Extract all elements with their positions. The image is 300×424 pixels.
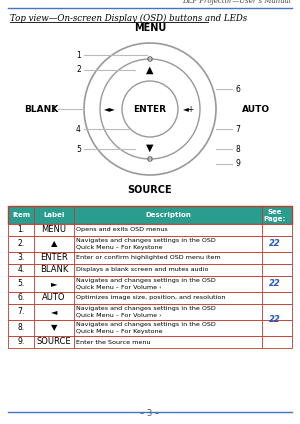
Text: BLANK: BLANK xyxy=(40,265,68,274)
FancyBboxPatch shape xyxy=(8,304,292,320)
Text: Opens and exits OSD menus: Opens and exits OSD menus xyxy=(76,228,168,232)
Text: 1: 1 xyxy=(76,50,81,59)
Text: 5: 5 xyxy=(76,145,81,153)
Text: 3.: 3. xyxy=(17,254,25,262)
Text: Label: Label xyxy=(43,212,65,218)
Text: ▼: ▼ xyxy=(146,143,154,153)
Text: ▲: ▲ xyxy=(146,65,154,75)
Text: 2.: 2. xyxy=(17,240,25,248)
Text: 22: 22 xyxy=(269,279,281,288)
Text: 5.: 5. xyxy=(17,279,25,288)
Text: 2: 2 xyxy=(76,65,81,75)
FancyBboxPatch shape xyxy=(8,224,292,236)
Text: Optimizes image size, position, and resolution: Optimizes image size, position, and reso… xyxy=(76,296,226,301)
Text: Navigates and changes settings in the OSD
Quick Menu – For Volume ›: Navigates and changes settings in the OS… xyxy=(76,307,216,318)
Text: 22: 22 xyxy=(269,315,281,324)
Text: MENU: MENU xyxy=(41,226,67,234)
Text: 22: 22 xyxy=(269,240,281,248)
FancyBboxPatch shape xyxy=(8,206,292,224)
Text: 7.: 7. xyxy=(17,307,25,316)
Text: Navigates and changes settings in the OSD
Quick Menu – For Keystone: Navigates and changes settings in the OS… xyxy=(76,322,216,334)
Text: See
Page:: See Page: xyxy=(264,209,286,221)
Text: – 3 –: – 3 – xyxy=(140,409,160,418)
FancyBboxPatch shape xyxy=(8,320,292,336)
Text: ENTER: ENTER xyxy=(40,254,68,262)
Text: ◄►: ◄► xyxy=(104,104,116,114)
Text: Displays a blank screen and mutes audio: Displays a blank screen and mutes audio xyxy=(76,268,208,273)
Text: 1.: 1. xyxy=(17,226,25,234)
Text: 6.: 6. xyxy=(17,293,25,302)
Text: ◄: ◄ xyxy=(51,307,57,316)
Text: SOURCE: SOURCE xyxy=(128,185,172,195)
Text: DLP Projector—User’s Manual: DLP Projector—User’s Manual xyxy=(182,0,291,5)
Text: SOURCE: SOURCE xyxy=(37,338,71,346)
Text: ►: ► xyxy=(51,279,57,288)
FancyBboxPatch shape xyxy=(8,236,292,252)
Text: Navigates and changes settings in the OSD
Quick Menu – For Keystone: Navigates and changes settings in the OS… xyxy=(76,238,216,250)
Text: 4.: 4. xyxy=(17,265,25,274)
Text: AUTO: AUTO xyxy=(42,293,66,302)
FancyBboxPatch shape xyxy=(8,292,292,304)
Text: ▲: ▲ xyxy=(51,240,57,248)
Text: 9: 9 xyxy=(235,159,240,168)
Text: 9.: 9. xyxy=(17,338,25,346)
Text: Item: Item xyxy=(12,212,30,218)
Text: MENU: MENU xyxy=(134,23,166,33)
FancyBboxPatch shape xyxy=(8,264,292,276)
Text: 4: 4 xyxy=(76,125,81,134)
Text: 8: 8 xyxy=(235,145,240,153)
Text: 3: 3 xyxy=(50,104,55,114)
FancyBboxPatch shape xyxy=(8,336,292,348)
Text: Navigates and changes settings in the OSD
Quick Menu – For Volume ‹: Navigates and changes settings in the OS… xyxy=(76,279,216,290)
Text: Description: Description xyxy=(145,212,191,218)
Text: AUTO: AUTO xyxy=(242,104,270,114)
FancyBboxPatch shape xyxy=(8,252,292,264)
Text: Enter or confirm highlighted OSD menu item: Enter or confirm highlighted OSD menu it… xyxy=(76,256,220,260)
Text: Top view—On-screen Display (OSD) buttons and LEDs: Top view—On-screen Display (OSD) buttons… xyxy=(10,14,247,23)
FancyBboxPatch shape xyxy=(8,276,292,292)
Text: 7: 7 xyxy=(235,125,240,134)
Text: 6: 6 xyxy=(235,84,240,94)
Text: Enter the Source menu: Enter the Source menu xyxy=(76,340,151,344)
Text: ENTER: ENTER xyxy=(134,104,166,114)
Text: 8.: 8. xyxy=(17,324,25,332)
Text: ▼: ▼ xyxy=(51,324,57,332)
Text: BLANK: BLANK xyxy=(24,104,58,114)
Text: ◄+: ◄+ xyxy=(183,104,195,114)
